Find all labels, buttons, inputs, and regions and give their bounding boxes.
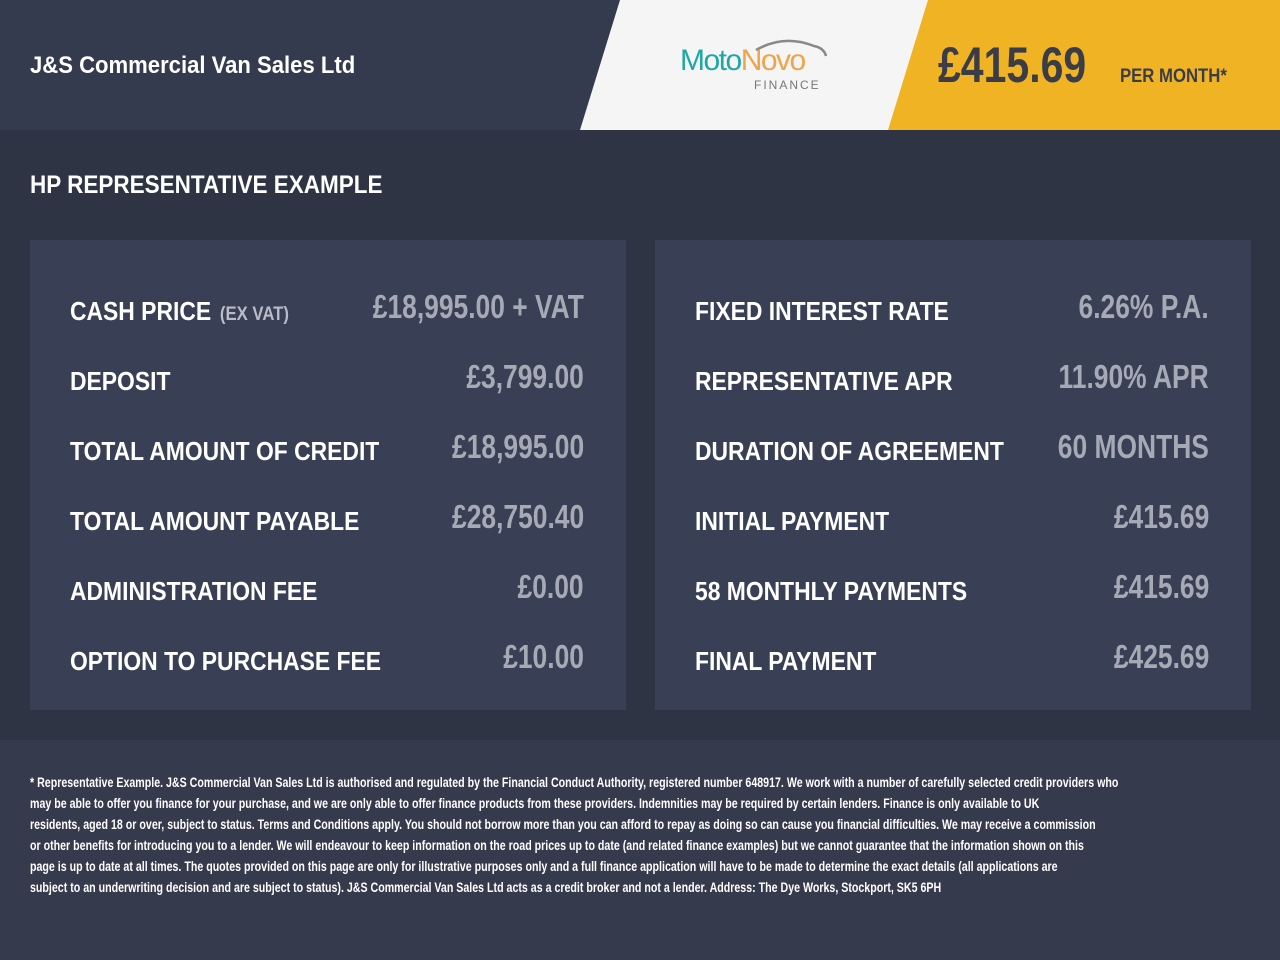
disclaimer-line: may be able to offer you finance for you…: [30, 795, 1040, 811]
row-label-text: FINAL PAYMENT: [695, 646, 877, 676]
finance-row: DURATION OF AGREEMENT 60 MONTHS: [695, 428, 1209, 468]
row-value: £425.69: [1113, 638, 1209, 675]
disclaimer: * Representative Example. J&S Commercial…: [30, 772, 1280, 898]
finance-row: FIXED INTEREST RATE 6.26% P.A.: [695, 288, 1209, 328]
row-label: INITIAL PAYMENT: [695, 506, 889, 537]
finance-row: TOTAL AMOUNT OF CREDIT £18,995.00: [70, 428, 584, 468]
per-month-label: PER MONTH*: [1120, 66, 1227, 87]
finance-row: TOTAL AMOUNT PAYABLE £28,750.40: [70, 498, 584, 538]
finance-row: OPTION TO PURCHASE FEE £10.00: [70, 638, 584, 678]
row-label: FINAL PAYMENT: [695, 646, 876, 677]
row-label-text: OPTION TO PURCHASE FEE: [70, 646, 382, 676]
row-label-text: TOTAL AMOUNT OF CREDIT: [70, 436, 380, 466]
finance-row: FINAL PAYMENT £425.69: [695, 638, 1209, 678]
finance-row: INITIAL PAYMENT £415.69: [695, 498, 1209, 538]
disclaimer-line: page is up to date at all times. The quo…: [30, 858, 1058, 874]
car-swoosh-icon: [755, 39, 828, 57]
footer: * Representative Example. J&S Commercial…: [0, 740, 1280, 960]
row-value: £28,750.40: [451, 498, 584, 535]
row-label-text: DEPOSIT: [70, 366, 171, 396]
row-value: £18,995.00 + VAT: [372, 288, 584, 325]
row-label-text: ADMINISTRATION FEE: [70, 576, 318, 606]
row-label-text: INITIAL PAYMENT: [695, 506, 890, 536]
left-panel: CASH PRICE (EX VAT) £18,995.00 + VAT DEPOSI…: [30, 240, 626, 710]
logo-text-novo: Novo: [740, 44, 807, 77]
row-label: REPRESENTATIVE APR: [695, 366, 953, 397]
disclaimer-line: or other benefits for introducing you to…: [30, 837, 1084, 853]
row-label-text: TOTAL AMOUNT PAYABLE: [70, 506, 360, 536]
row-label-text: REPRESENTATIVE APR: [695, 366, 953, 396]
row-label: 58 MONTHLY PAYMENTS: [695, 576, 967, 607]
row-value: £10.00: [503, 638, 584, 675]
row-label: TOTAL AMOUNT OF CREDIT: [70, 436, 379, 467]
disclaimer-line: * Representative Example. J&S Commercial…: [30, 774, 1119, 790]
motonovo-logo: MotoNovo FINANCE: [680, 36, 840, 96]
row-value: 6.26% P.A.: [1078, 288, 1209, 325]
row-label: ADMINISTRATION FEE: [70, 576, 317, 607]
row-label: DURATION OF AGREEMENT: [695, 436, 1004, 467]
finance-row: ADMINISTRATION FEE £0.00: [70, 568, 584, 608]
row-value: 11.90% APR: [1058, 358, 1209, 395]
row-label: CASH PRICE (EX VAT): [70, 296, 289, 327]
row-value: 60 MONTHS: [1057, 428, 1209, 465]
disclaimer-line: subject to an underwriting decision and …: [30, 879, 942, 895]
finance-row: REPRESENTATIVE APR 11.90% APR: [695, 358, 1209, 398]
row-label-text: FIXED INTEREST RATE: [695, 296, 949, 326]
section-title: HP REPRESENTATIVE EXAMPLE: [30, 171, 383, 199]
row-value: £3,799.00: [466, 358, 584, 395]
logo-text-finance: FINANCE: [754, 78, 821, 92]
row-label: FIXED INTEREST RATE: [695, 296, 949, 327]
monthly-price: £415.69: [938, 37, 1087, 93]
price-panel: [888, 0, 1280, 130]
row-label: TOTAL AMOUNT PAYABLE: [70, 506, 359, 537]
disclaimer-line: residents, aged 18 or over, subject to s…: [30, 816, 1096, 832]
dealer-name: J&S Commercial Van Sales Ltd: [30, 52, 356, 79]
right-panel: FIXED INTEREST RATE 6.26% P.A. REPRESENTAT…: [655, 240, 1251, 710]
row-note: (EX VAT): [219, 304, 289, 325]
row-value: £415.69: [1113, 498, 1209, 535]
row-value: £415.69: [1113, 568, 1209, 605]
row-label: OPTION TO PURCHASE FEE: [70, 646, 381, 677]
row-label-text: DURATION OF AGREEMENT: [695, 436, 1004, 466]
finance-row: DEPOSIT £3,799.00: [70, 358, 584, 398]
finance-row: 58 MONTHLY PAYMENTS £415.69: [695, 568, 1209, 608]
row-value: £0.00: [517, 568, 584, 605]
finance-row: CASH PRICE (EX VAT) £18,995.00 + VAT: [70, 288, 584, 328]
row-value: £18,995.00: [451, 428, 584, 465]
row-label-text: 58 MONTHLY PAYMENTS: [695, 576, 968, 606]
logo-text-moto: Moto: [680, 44, 742, 77]
row-label: DEPOSIT: [70, 366, 170, 397]
row-label-text: CASH PRICE: [70, 296, 212, 326]
